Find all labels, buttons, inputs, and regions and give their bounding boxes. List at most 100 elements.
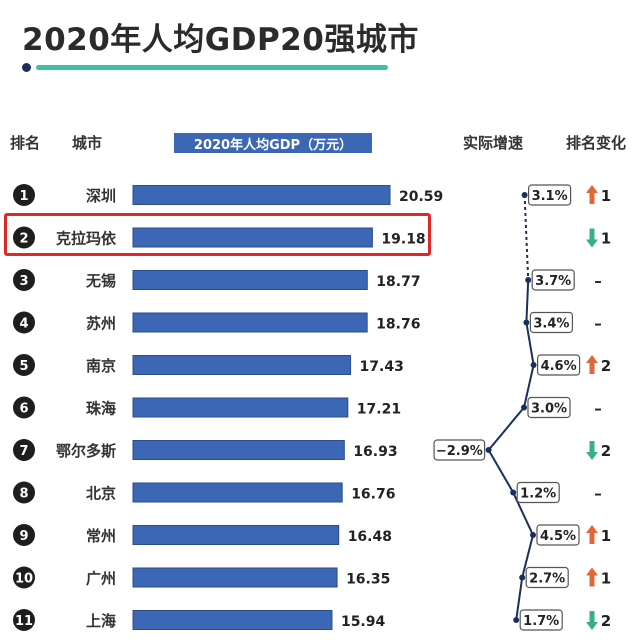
city-label: 无锡: [85, 272, 116, 290]
city-label: 上海: [86, 612, 116, 630]
header-gdp: 2020年人均GDP（万元）: [174, 133, 372, 153]
title-decoration-dot: [22, 63, 31, 72]
growth-label-box: [531, 269, 575, 291]
growth-label: 3.1%: [532, 189, 568, 204]
highlight-box: [4, 213, 431, 256]
growth-label-box: [433, 439, 486, 461]
rank-change-label: 2: [601, 612, 611, 630]
growth-point: [530, 362, 537, 368]
gdp-value-label: 16.35: [346, 572, 390, 588]
rank-number: 2: [19, 232, 28, 247]
rank-change-label: –: [594, 315, 602, 333]
gdp-value-label: 19.18: [381, 232, 425, 248]
rank-number: 8: [19, 487, 28, 502]
growth-point: [530, 532, 536, 538]
growth-point: [519, 574, 526, 581]
gdp-value-label: 16.76: [351, 487, 395, 503]
growth-point: [510, 489, 517, 496]
rank-number: 9: [19, 529, 28, 544]
growth-label: 1.7%: [523, 614, 559, 629]
gdp-bar: [132, 567, 338, 588]
gdp-bar: [132, 185, 391, 205]
growth-label: 3.7%: [535, 274, 571, 289]
up-arrow-icon: [586, 185, 598, 204]
growth-label-box: [527, 184, 572, 206]
city-label: 珠海: [86, 400, 116, 418]
rank-circle: [13, 184, 35, 206]
gdp-value-label: 20.59: [399, 189, 443, 205]
growth-label: −2.9%: [436, 444, 483, 459]
city-label: 南京: [86, 357, 116, 375]
growth-label: 4.5%: [540, 529, 576, 544]
gdp-bar: [132, 440, 345, 460]
city-label: 北京: [86, 485, 116, 503]
rank-change-label: 1: [601, 230, 611, 248]
rank-change-label: –: [594, 485, 602, 503]
growth-line-segment: [487, 449, 515, 494]
city-label: 深圳: [86, 187, 116, 205]
rank-change-label: –: [594, 272, 602, 290]
rank-circle: [13, 311, 35, 334]
growth-line-segment: [523, 194, 530, 281]
rank-circle: [13, 226, 35, 249]
growth-line-segment: [523, 364, 535, 408]
gdp-value-label: 15.94: [341, 614, 386, 630]
down-arrow-icon: [586, 228, 598, 248]
growth-line-segment: [521, 534, 534, 578]
rank-number: 11: [15, 614, 33, 629]
growth-label: 1.2%: [520, 487, 556, 502]
gdp-value-label: 18.77: [376, 274, 420, 290]
down-arrow-icon: [586, 611, 598, 630]
rank-number: 5: [19, 359, 28, 374]
rank-change-label: –: [594, 400, 602, 418]
down-arrow-icon: [586, 441, 598, 460]
gdp-bar: [132, 525, 340, 545]
city-label: 广州: [86, 570, 116, 588]
title-decoration-line: [36, 65, 388, 70]
rank-change-label: 2: [601, 442, 611, 460]
rank-circle: [13, 566, 35, 589]
rank-circle: [13, 269, 35, 291]
rank-circle: [13, 439, 35, 461]
growth-label-box: [527, 396, 571, 419]
up-arrow-icon: [586, 525, 598, 544]
growth-point: [513, 617, 520, 623]
growth-point: [485, 447, 492, 453]
rank-number: 3: [19, 274, 28, 289]
rank-circle: [13, 481, 35, 504]
growth-label-box: [536, 354, 581, 376]
up-arrow-icon: [586, 355, 598, 374]
gdp-bar: [132, 227, 373, 248]
city-label: 常州: [86, 527, 116, 545]
growth-label: 4.6%: [541, 359, 577, 374]
rank-circle: [13, 354, 35, 376]
header-rank-change: 排名变化: [566, 134, 627, 152]
gdp-bar: [132, 355, 352, 375]
page-title: 2020年人均GDP20强城市: [22, 22, 419, 58]
growth-label: 2.7%: [529, 572, 565, 587]
growth-line-segment: [515, 577, 524, 621]
growth-line-segment: [487, 406, 525, 451]
header-growth: 实际增速: [463, 134, 524, 152]
growth-label-box: [529, 311, 574, 334]
gdp-value-label: 17.21: [357, 402, 401, 418]
growth-label-box: [519, 609, 563, 631]
rank-number: 7: [19, 444, 28, 459]
growth-line-segment: [525, 279, 530, 323]
growth-label: 3.4%: [533, 317, 569, 332]
growth-point: [525, 277, 532, 283]
gdp-value-label: 17.43: [360, 359, 404, 375]
rank-number: 1: [19, 189, 28, 204]
city-label: 苏州: [86, 315, 116, 333]
gdp-value-label: 16.48: [348, 529, 392, 545]
growth-line-segment: [525, 322, 535, 366]
gdp-bar: [132, 312, 368, 333]
up-arrow-icon: [586, 567, 598, 587]
rank-change-label: 1: [601, 527, 611, 545]
gdp-bar: [132, 610, 333, 630]
rank-circle: [13, 609, 35, 631]
rank-change-label: 2: [601, 357, 611, 375]
growth-point: [523, 319, 530, 326]
growth-point: [521, 404, 527, 411]
